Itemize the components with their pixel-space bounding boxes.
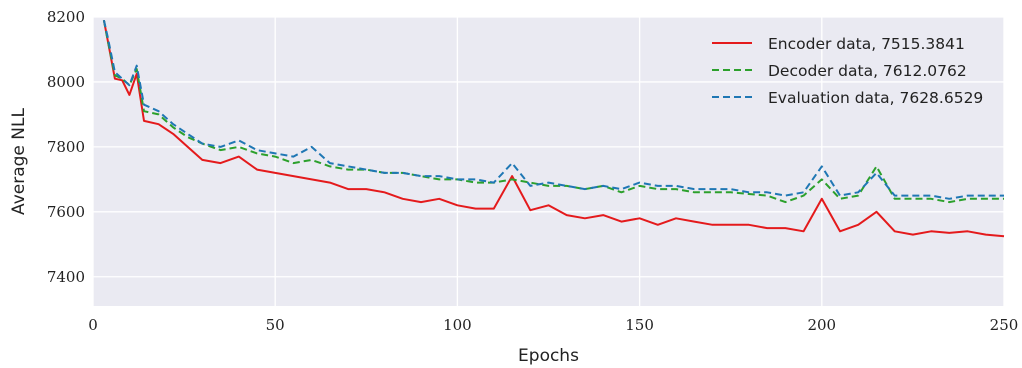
y-tick-labels: 7400 7600 7800 8000 8200 [47,8,85,286]
x-tick-label: 50 [266,316,285,334]
series-lines [102,19,1005,238]
series-line-1 [102,20,1005,238]
x-tick-label: 100 [443,316,472,334]
x-tick-label: 150 [625,316,654,334]
y-tick-label: 8200 [47,8,85,26]
y-tick-label: 7800 [47,138,85,156]
x-axis-label: Epochs [518,346,579,366]
legend-label: Encoder data, 7515.3841 [768,35,965,53]
plot-area [93,17,1004,306]
y-axis-label: Average NLL [9,108,29,215]
series-line-2 [102,20,1004,204]
legend: Encoder data, 7515.3841 Decoder data, 761… [712,35,983,107]
legend-label: Decoder data, 7612.0762 [768,62,967,80]
x-tick-label: 0 [88,316,98,334]
x-tick-label: 200 [807,316,836,334]
x-tick-labels: 0 50 100 150 200 250 [88,316,1018,334]
x-tick-label: 250 [990,316,1019,334]
y-tick-label: 7400 [47,268,85,286]
y-tick-label: 8000 [47,73,85,91]
grid [92,16,1005,306]
legend-label: Evaluation data, 7628.6529 [768,89,983,107]
y-tick-label: 7600 [47,203,85,221]
